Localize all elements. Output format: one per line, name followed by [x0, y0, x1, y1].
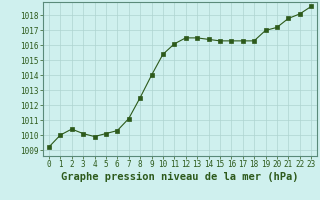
- X-axis label: Graphe pression niveau de la mer (hPa): Graphe pression niveau de la mer (hPa): [61, 172, 299, 182]
